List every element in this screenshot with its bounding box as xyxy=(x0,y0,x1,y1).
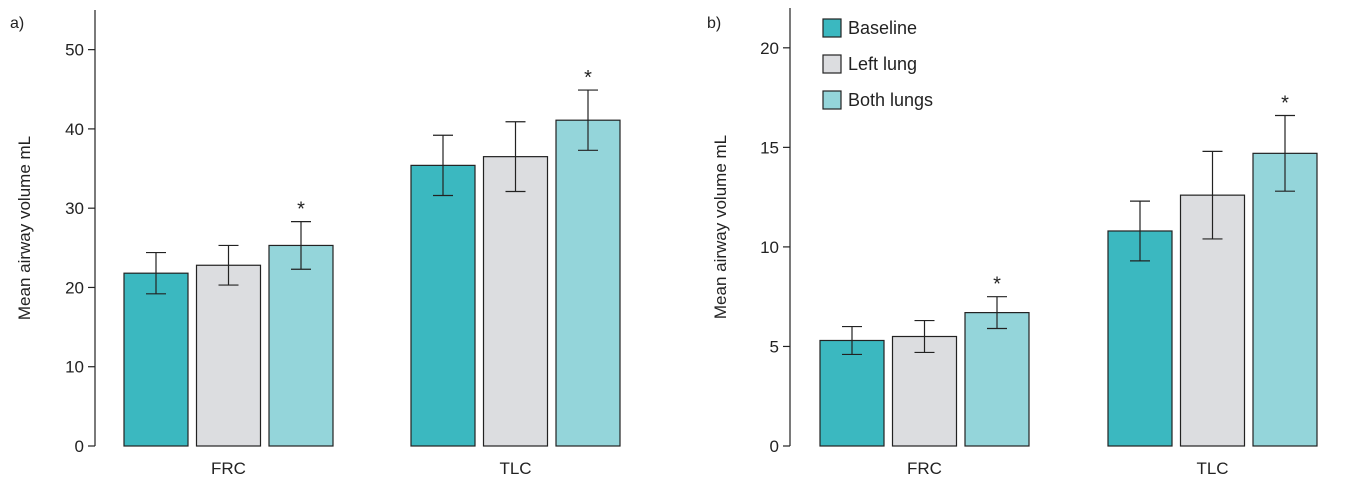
bar xyxy=(555,119,621,447)
y-tick-label: 40 xyxy=(65,120,84,139)
y-axis-label: Mean airway volume mL xyxy=(711,135,730,319)
x-category-label: TLC xyxy=(499,459,531,478)
panel-label: a) xyxy=(10,15,24,32)
x-category-label: FRC xyxy=(211,459,246,478)
y-tick-label: 30 xyxy=(65,199,84,218)
x-category-label: TLC xyxy=(1196,459,1228,478)
bar xyxy=(123,272,189,447)
bar xyxy=(410,164,476,447)
bar xyxy=(1107,230,1173,447)
legend-label: Left lung xyxy=(848,54,917,74)
y-tick-label: 10 xyxy=(760,238,779,257)
legend: Baseline Left lung Both lungs xyxy=(822,18,933,110)
y-tick-label: 0 xyxy=(770,437,779,456)
y-tick-label: 50 xyxy=(65,41,84,60)
legend-swatch xyxy=(822,90,842,110)
significance-star: * xyxy=(993,274,1001,296)
legend-swatch xyxy=(822,54,842,74)
legend-label: Both lungs xyxy=(848,90,933,110)
bar xyxy=(964,312,1030,447)
significance-star: * xyxy=(1281,93,1289,115)
chart-panel-a: a) 0 10 20 30 40 50 Mean airway volume mL * FRC * T… xyxy=(10,10,621,478)
y-axis-label: Mean airway volume mL xyxy=(15,136,34,320)
bar xyxy=(1252,152,1318,447)
panel-label: b) xyxy=(707,15,721,32)
y-tick-label: 0 xyxy=(75,437,84,456)
y-tick-label: 10 xyxy=(65,358,84,377)
significance-star: * xyxy=(297,199,305,221)
significance-star: * xyxy=(584,67,592,89)
legend-label: Baseline xyxy=(848,18,917,38)
chart-panel-b: b) 0 5 10 15 20 Mean airway volume mL * FRC * TLC xyxy=(707,8,1318,478)
legend-swatch xyxy=(822,18,842,38)
bar xyxy=(195,264,262,447)
y-tick-label: 15 xyxy=(760,138,779,157)
x-category-label: FRC xyxy=(907,459,942,478)
bar xyxy=(819,339,885,447)
y-tick-label: 20 xyxy=(760,39,779,58)
bar xyxy=(482,156,549,447)
y-tick-label: 5 xyxy=(770,337,779,356)
y-tick-label: 20 xyxy=(65,278,84,297)
bar xyxy=(268,244,334,447)
